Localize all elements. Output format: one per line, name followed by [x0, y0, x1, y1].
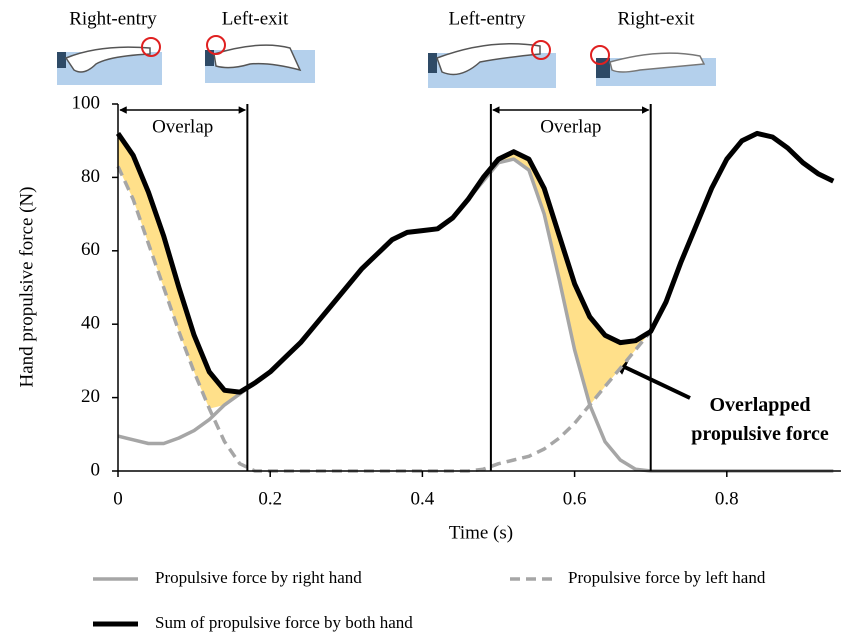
swimmer-icons [57, 35, 716, 88]
y-axis-title: Hand propulsive force (N) [16, 186, 37, 387]
swimmer [609, 52, 706, 73]
hand-marker [141, 37, 161, 57]
phase-label: Left-entry [448, 8, 526, 29]
x-tick-label: 0 [113, 488, 123, 509]
x-tick-label: 0.4 [411, 488, 435, 509]
overlap-label: Overlap [540, 116, 601, 137]
x-axis-title: Time (s) [449, 522, 513, 543]
wall [57, 52, 66, 68]
y-tick-label: 80 [81, 166, 100, 187]
phase-label: Left-exit [222, 8, 289, 29]
phase-label: Right-entry [69, 8, 157, 29]
hand-marker [590, 45, 610, 65]
swimmer [436, 42, 541, 76]
overlap-fill [118, 133, 240, 409]
callout-text: Overlapped propulsive force [691, 394, 829, 445]
callout-box: Overlapped propulsive force [691, 394, 829, 445]
x-tick-label: 0.6 [563, 488, 587, 509]
x-tick-label: 0.2 [258, 488, 282, 509]
overlap-label: Overlap [152, 116, 213, 137]
phase-label: Right-exit [617, 8, 695, 29]
legend-label: Propulsive force by right hand [155, 568, 362, 587]
hand-marker [206, 35, 226, 55]
y-tick-label: 40 [81, 313, 100, 334]
y-tick-label: 0 [91, 459, 101, 480]
callout-arrow [611, 360, 691, 400]
legend-label: Sum of propulsive force by both hand [155, 613, 413, 632]
wall [205, 50, 214, 66]
y-tick-label: 100 [72, 92, 101, 113]
y-tick-label: 20 [81, 386, 100, 407]
swimmer [64, 46, 151, 73]
y-tick-label: 60 [81, 239, 100, 260]
hand-marker [531, 40, 551, 60]
series-line [115, 130, 835, 395]
wall [428, 53, 437, 73]
swimmer [213, 44, 302, 72]
x-tick-label: 0.8 [715, 488, 739, 509]
legend-label: Propulsive force by left hand [568, 568, 766, 587]
